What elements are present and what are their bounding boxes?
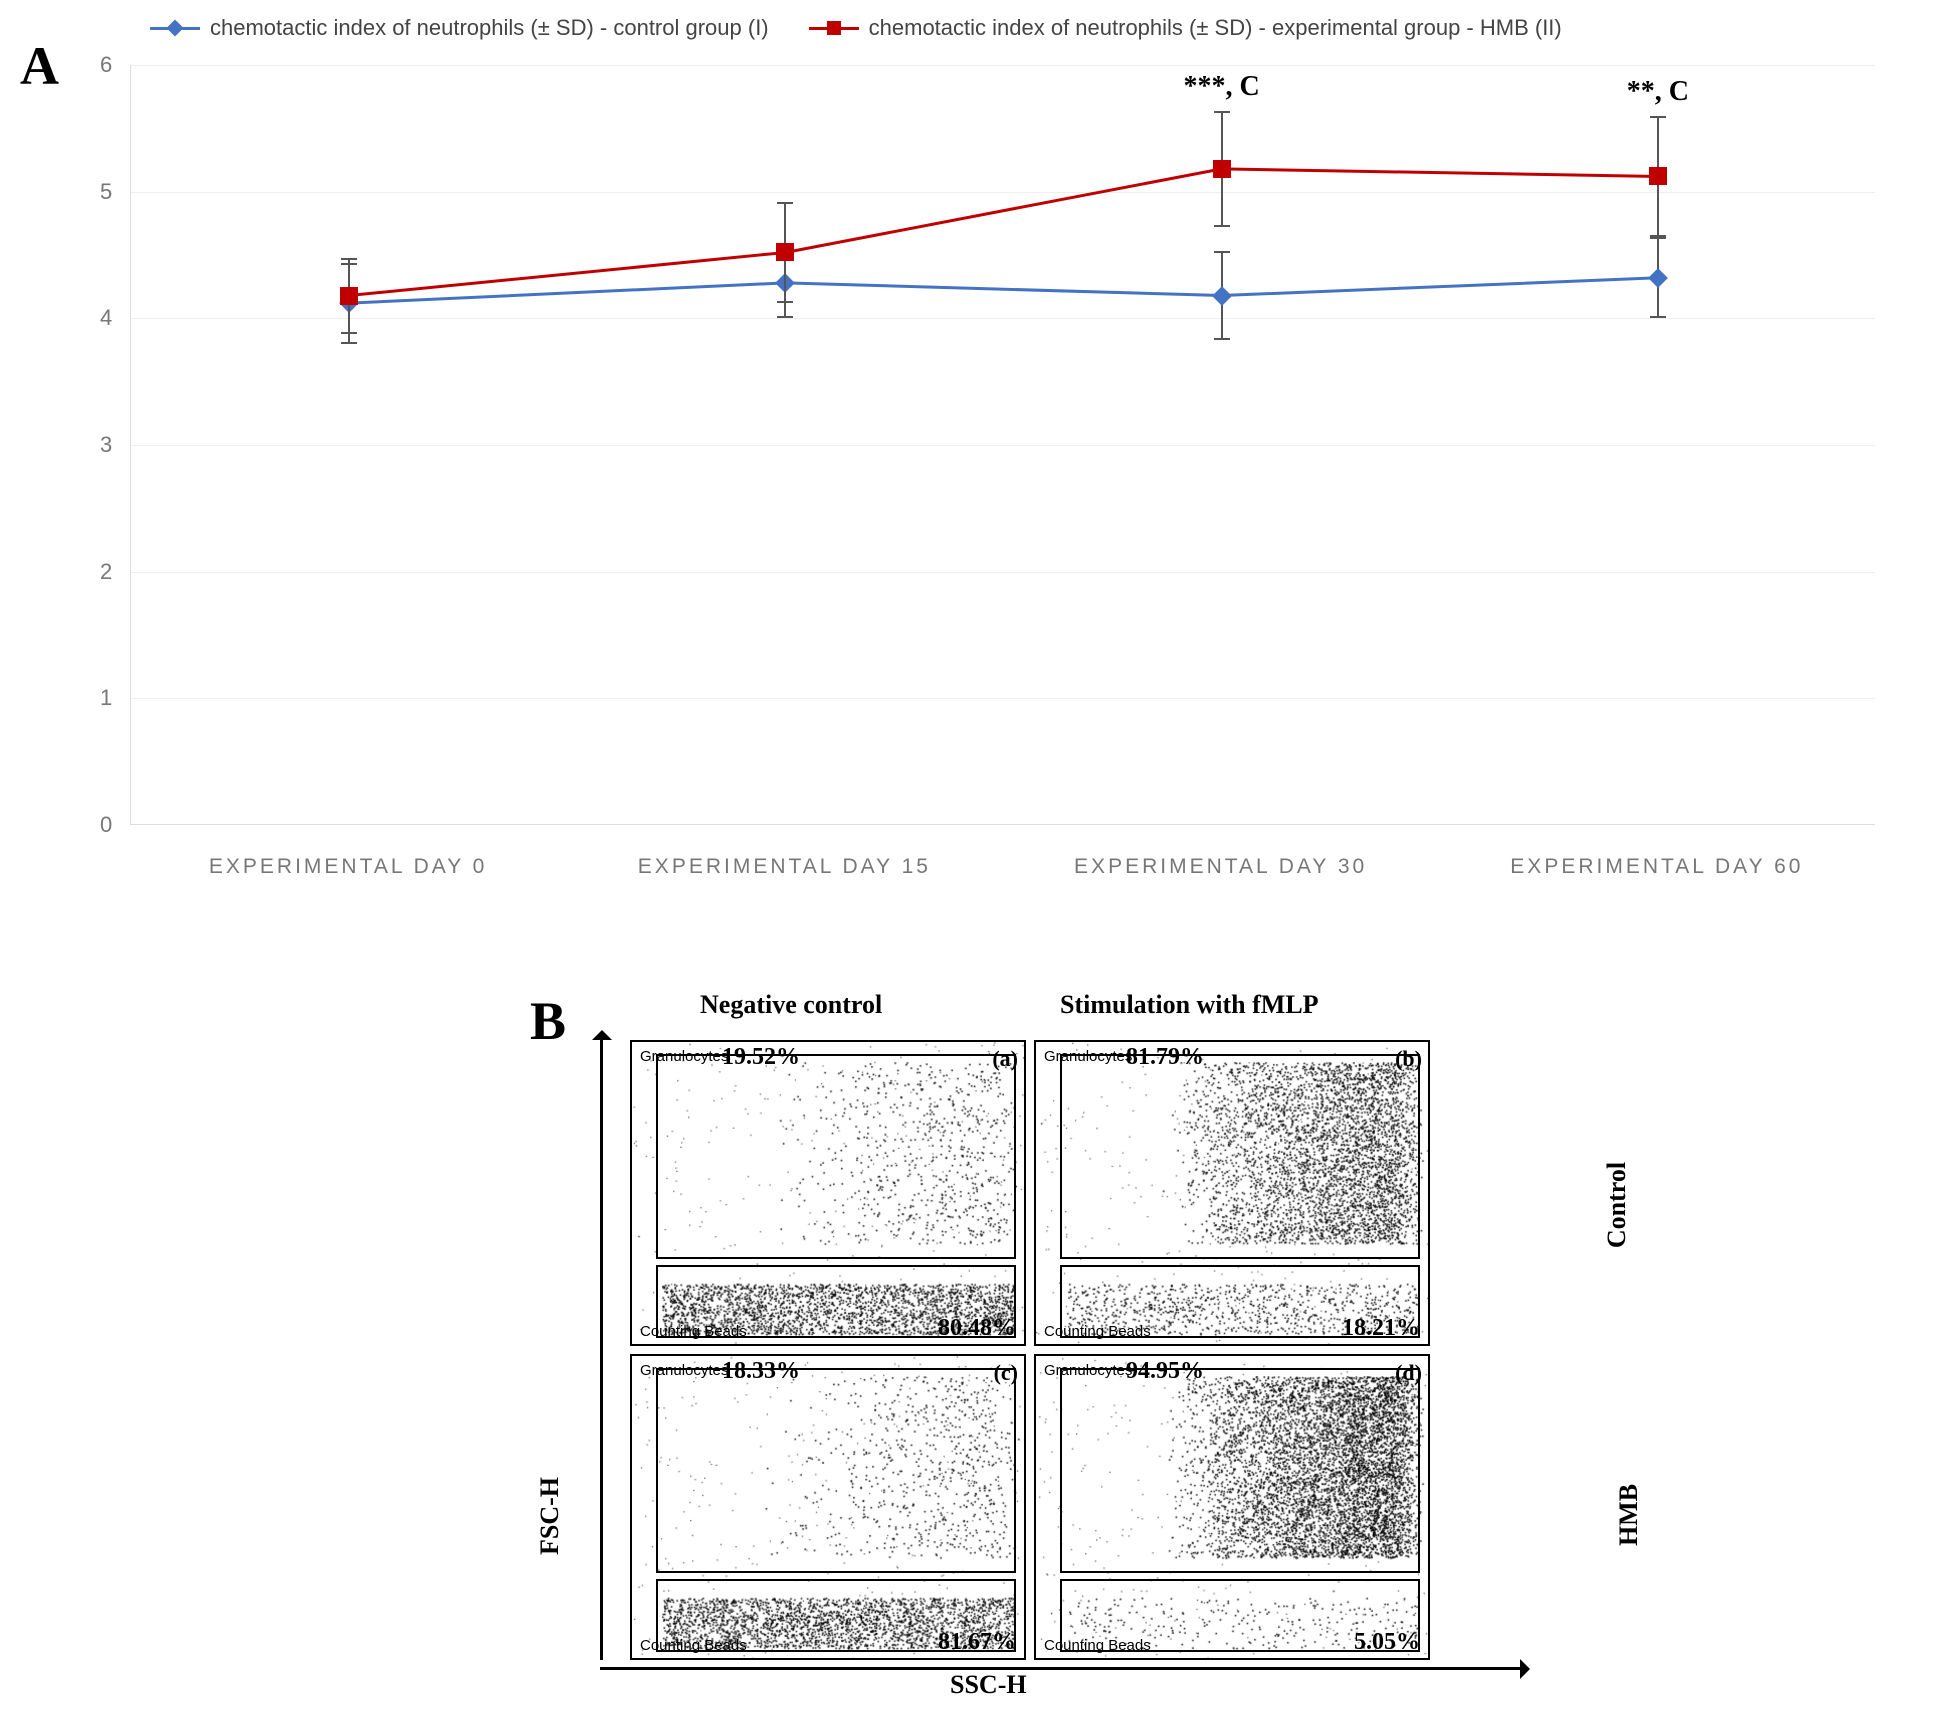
granulocytes-pct: 19.52% xyxy=(722,1044,800,1071)
x-axis-arrow-icon xyxy=(600,1667,1520,1670)
scatter-plot-d: Granulocytes94.95% Counting Beads 5.05% (d) xyxy=(1034,1354,1430,1660)
plot-region: ***, C **, C xyxy=(130,65,1875,825)
y-axis-arrow-icon xyxy=(600,1040,603,1660)
y-tick: 0 xyxy=(100,812,125,838)
y-tick: 6 xyxy=(100,52,125,78)
granulocytes-pct: 18.33% xyxy=(722,1358,800,1385)
gate-granulocytes xyxy=(1060,1368,1421,1573)
panel-a: A chemotactic index of neutrophils (± SD… xyxy=(20,10,1920,970)
beads-label: Counting Beads xyxy=(640,1323,747,1340)
subplot-id: (d) xyxy=(1395,1360,1422,1386)
x-axis-label: SSC-H xyxy=(950,1670,1027,1700)
scatter-plot-b: Granulocytes81.79% Counting Beads 18.21% (b… xyxy=(1034,1040,1430,1346)
chart-area: ***, C**, C 0123456EXPERIMENTAL DAY 0EXP… xyxy=(80,65,1880,905)
row-label-hmb: HMB xyxy=(1614,1484,1644,1546)
data-point-experimental xyxy=(1649,167,1667,185)
legend-item-control: chemotactic index of neutrophils (± SD) … xyxy=(150,15,769,41)
data-point-experimental xyxy=(776,243,794,261)
panel-b-label: B xyxy=(530,990,566,1052)
scatter-plot-c: Granulocytes18.33% Counting Beads 81.67% (c… xyxy=(630,1354,1026,1660)
granulocytes-label: Granulocytes xyxy=(1044,1048,1132,1065)
y-tick: 2 xyxy=(100,559,125,585)
y-tick: 5 xyxy=(100,179,125,205)
panel-a-label: A xyxy=(20,35,59,97)
legend-label-control: chemotactic index of neutrophils (± SD) … xyxy=(210,15,769,41)
granulocytes-pct: 94.95% xyxy=(1126,1358,1204,1385)
x-tick: EXPERIMENTAL DAY 0 xyxy=(209,855,487,879)
subplot-id: (a) xyxy=(992,1046,1018,1072)
granulocytes-label: Granulocytes xyxy=(640,1048,728,1065)
beads-label: Counting Beads xyxy=(1044,1637,1151,1654)
significance-label: **, C xyxy=(1627,76,1689,108)
x-tick: EXPERIMENTAL DAY 15 xyxy=(638,855,931,879)
legend-item-experimental: chemotactic index of neutrophils (± SD) … xyxy=(809,15,1562,41)
legend-label-experimental: chemotactic index of neutrophils (± SD) … xyxy=(869,15,1562,41)
beads-pct: 18.21% xyxy=(1342,1315,1420,1342)
beads-label: Counting Beads xyxy=(640,1637,747,1654)
granulocytes-label: Granulocytes xyxy=(1044,1362,1132,1379)
subplot-id: (c) xyxy=(994,1360,1018,1386)
subplot-id: (b) xyxy=(1395,1046,1422,1072)
x-tick: EXPERIMENTAL DAY 30 xyxy=(1074,855,1367,879)
granulocytes-label: Granulocytes xyxy=(640,1362,728,1379)
diamond-icon xyxy=(150,27,200,30)
data-point-experimental xyxy=(1213,160,1231,178)
panel-b: B FSC-H SSC-H Negative control Stimulati… xyxy=(500,990,1600,1690)
data-point-experimental xyxy=(340,287,358,305)
y-tick: 1 xyxy=(100,685,125,711)
y-tick: 4 xyxy=(100,305,125,331)
x-tick: EXPERIMENTAL DAY 60 xyxy=(1510,855,1803,879)
significance-label: ***, C xyxy=(1184,71,1260,103)
beads-pct: 80.48% xyxy=(938,1315,1016,1342)
beads-pct: 81.67% xyxy=(938,1629,1016,1656)
gate-granulocytes xyxy=(1060,1054,1421,1259)
column-header-fmlp: Stimulation with fMLP xyxy=(1060,990,1319,1020)
square-icon xyxy=(809,27,859,30)
beads-pct: 5.05% xyxy=(1354,1629,1420,1656)
y-tick: 3 xyxy=(100,432,125,458)
scatter-plot-a: Granulocytes19.52% Counting Beads 80.48% (a… xyxy=(630,1040,1026,1346)
chart-legend: chemotactic index of neutrophils (± SD) … xyxy=(150,15,1562,41)
gate-granulocytes xyxy=(656,1368,1017,1573)
gate-granulocytes xyxy=(656,1054,1017,1259)
row-label-control: Control xyxy=(1602,1162,1632,1248)
beads-label: Counting Beads xyxy=(1044,1323,1151,1340)
y-axis-label: FSC-H xyxy=(535,1477,565,1555)
scatter-grid: Granulocytes19.52%Counting Beads80.48%(a… xyxy=(630,1040,1430,1660)
granulocytes-pct: 81.79% xyxy=(1126,1044,1204,1071)
column-header-negative: Negative control xyxy=(700,990,882,1020)
series-line-experimental xyxy=(131,65,1876,825)
